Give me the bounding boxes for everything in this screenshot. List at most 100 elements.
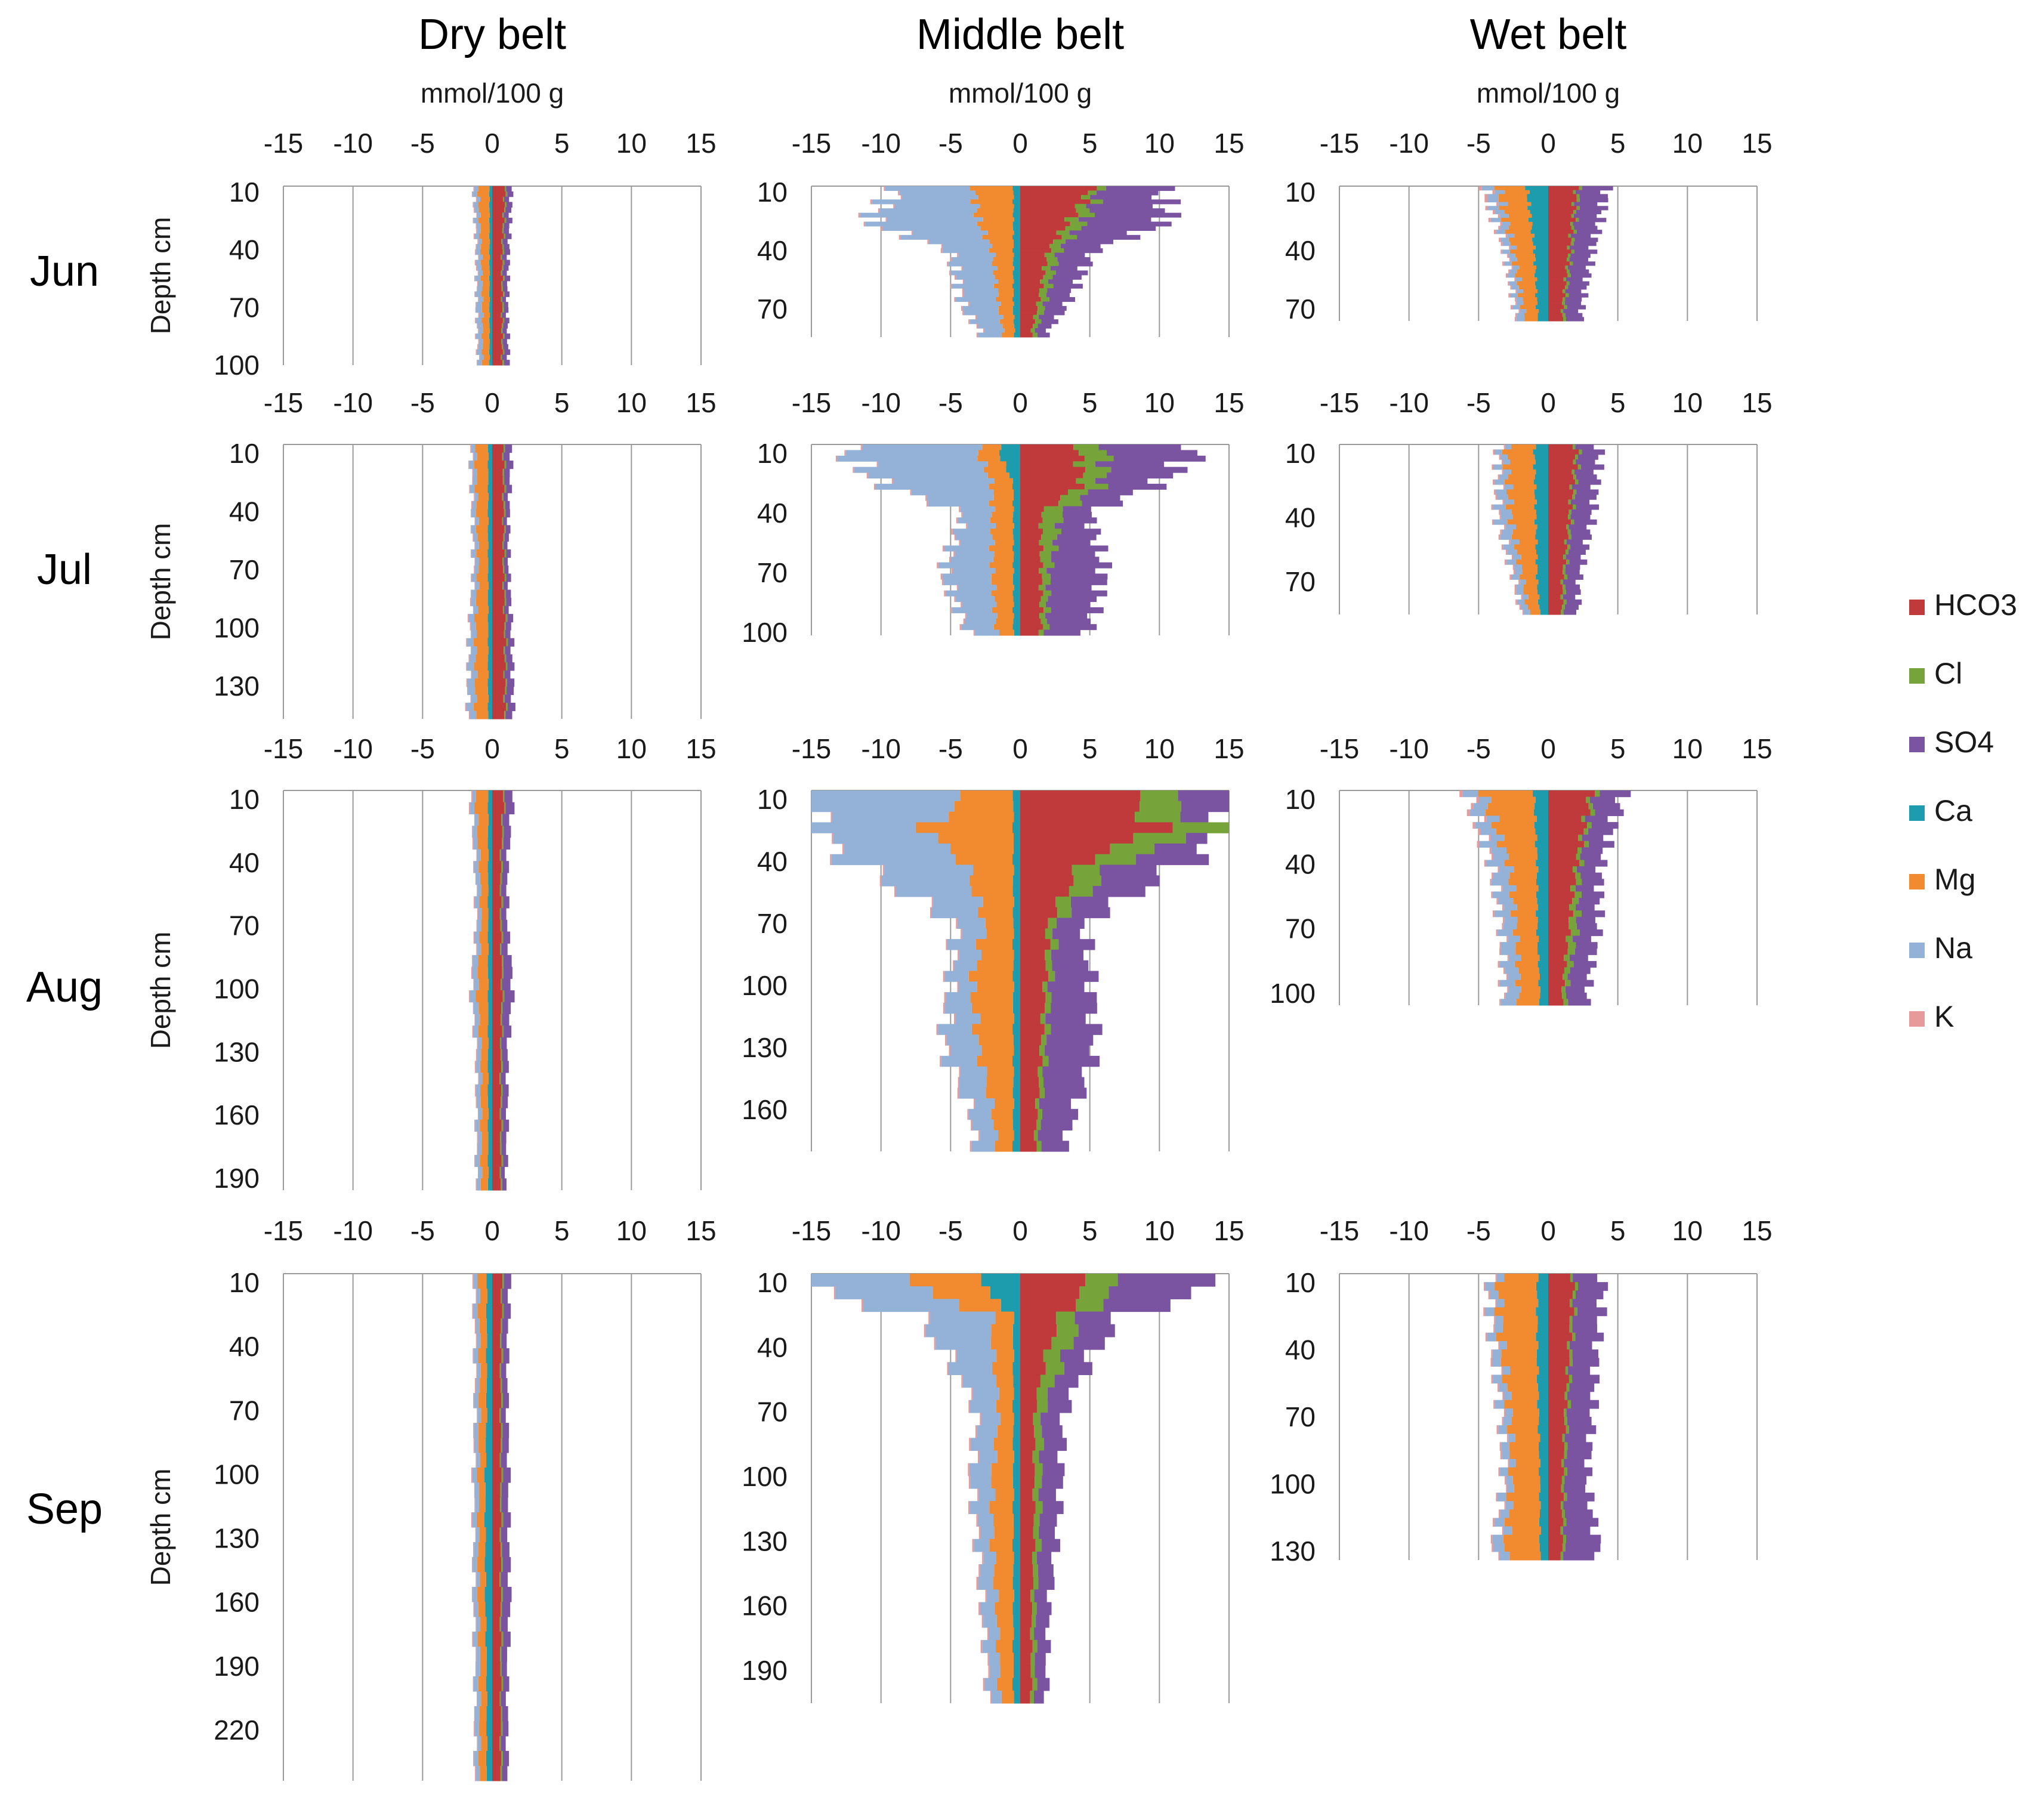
bar-segment-mg [993, 1513, 1014, 1527]
bar-segment-so4 [1103, 199, 1181, 205]
bar-segment-so4 [1595, 809, 1624, 816]
depth-tick-label: 70 [757, 557, 788, 588]
bar-segment-hco3 [1548, 1459, 1561, 1468]
bar-segment-cl [506, 702, 508, 712]
bar-segment-so4 [1569, 257, 1589, 262]
bar-segment-mg [969, 875, 1013, 886]
bar-segment-mg [996, 1551, 1014, 1565]
depth-tick-label: 70 [757, 294, 788, 325]
bar-segment-so4 [1588, 828, 1613, 835]
bar-segment-k [472, 1557, 473, 1573]
bar-segment-cl [1085, 483, 1109, 490]
bar-segment-hco3 [1020, 1488, 1033, 1502]
bar-segment-na [811, 790, 961, 802]
bar-segment-ca [1533, 242, 1548, 246]
bar-segment-k [472, 1303, 473, 1319]
bar-segment-so4 [1063, 506, 1091, 512]
bar-segment-k [471, 1587, 473, 1602]
bar-segment-cl [503, 670, 505, 679]
bar-segment-mg [999, 1387, 1014, 1401]
bar-segment-na [974, 1539, 990, 1552]
bar-segment-ca [1013, 960, 1020, 972]
bar-segment-cl [1040, 557, 1051, 563]
bar-segment-k [476, 943, 477, 956]
bar-segment-ca [488, 670, 492, 679]
bar-segment-ca [1012, 590, 1020, 597]
bar-segment-so4 [1580, 853, 1601, 861]
bar-segment-so4 [1096, 190, 1159, 196]
bar-segment-k [1514, 277, 1516, 282]
bar-segment-mg [1514, 499, 1537, 505]
bar-segment-hco3 [492, 338, 502, 345]
bar-segment-cl [1570, 885, 1576, 892]
bar-segment-mg [1530, 609, 1540, 615]
bar-segment-ca [489, 312, 492, 319]
bar-segment-so4 [1570, 544, 1590, 550]
bar-segment-so4 [1075, 1311, 1111, 1325]
bar-segment-k [478, 312, 479, 319]
bar-segment-na [1494, 449, 1502, 455]
bar-segment-so4 [504, 790, 512, 803]
bar-segment-cl [1562, 604, 1565, 610]
bar-segment-k [468, 711, 470, 719]
bar-segment-cl [1032, 1614, 1036, 1628]
bar-segment-na [1505, 967, 1519, 974]
bar-segment-hco3 [492, 1143, 501, 1156]
bar-segment-mg [474, 802, 488, 815]
bar-segment-k [881, 226, 883, 231]
bar-segment-hco3 [1548, 242, 1571, 246]
bar-segment-cl [1043, 529, 1061, 535]
bar-segment-na [942, 243, 992, 249]
bar-segment-so4 [503, 896, 510, 909]
bar-segment-hco3 [1020, 212, 1079, 218]
bar-segment-k [1504, 524, 1506, 530]
bar-segment-k [471, 966, 473, 979]
bar-segment-hco3 [492, 477, 503, 486]
bar-segment-hco3 [1020, 506, 1044, 512]
bar-segment-so4 [1050, 265, 1077, 271]
bar-segment-cl [1563, 974, 1568, 981]
bar-segment-cl [502, 302, 504, 308]
bar-segment-cl [501, 1119, 504, 1132]
bar-segment-so4 [1043, 1438, 1067, 1451]
bar-segment-na [1498, 898, 1514, 905]
bar-segment-ca [1014, 1488, 1020, 1502]
bar-segment-hco3 [492, 622, 505, 631]
x-tick-label: -10 [861, 1215, 900, 1246]
bar-segment-ca [1537, 948, 1548, 955]
bar-segment-so4 [1574, 519, 1597, 525]
bar-segment-k [832, 833, 833, 844]
bar-segment-na [475, 541, 479, 550]
bar-segment-hco3 [492, 1393, 502, 1408]
bar-segment-so4 [504, 477, 510, 486]
bar-segment-mg [978, 450, 999, 456]
bar-segment-cl [1575, 479, 1579, 485]
bar-segment-hco3 [1548, 1475, 1562, 1485]
bar-segment-hco3 [1548, 197, 1577, 203]
bar-segment-so4 [1052, 540, 1091, 546]
bar-segment-so4 [505, 630, 511, 639]
bar-segment-mg [483, 354, 490, 360]
bar-segment-mg [1506, 1340, 1539, 1350]
bar-segment-ca [487, 931, 492, 944]
bar-segment-cl [1567, 1340, 1570, 1350]
bar-segment-mg [993, 624, 1013, 631]
bar-segment-cl [1574, 891, 1582, 898]
bar-segment-hco3 [1020, 596, 1041, 603]
bar-segment-hco3 [1020, 1034, 1041, 1046]
bar-segment-so4 [502, 1438, 509, 1453]
bar-segment-mg [476, 525, 488, 534]
bar-segment-cl [1039, 568, 1047, 574]
x-tick-label: -10 [1389, 733, 1428, 764]
bar-segment-mg [1508, 474, 1535, 480]
bar-segment-na [1500, 237, 1509, 242]
bar-segment-ca [484, 1512, 492, 1528]
bar-segment-na [1517, 289, 1523, 294]
bar-segment-so4 [1057, 257, 1091, 262]
bar-segment-mg [481, 239, 490, 245]
bar-segment-k [830, 854, 832, 866]
bar-segment-so4 [1574, 202, 1598, 206]
bar-segment-hco3 [1020, 444, 1074, 451]
bar-segment-hco3 [492, 919, 501, 932]
bar-segment-k [1496, 1493, 1498, 1502]
